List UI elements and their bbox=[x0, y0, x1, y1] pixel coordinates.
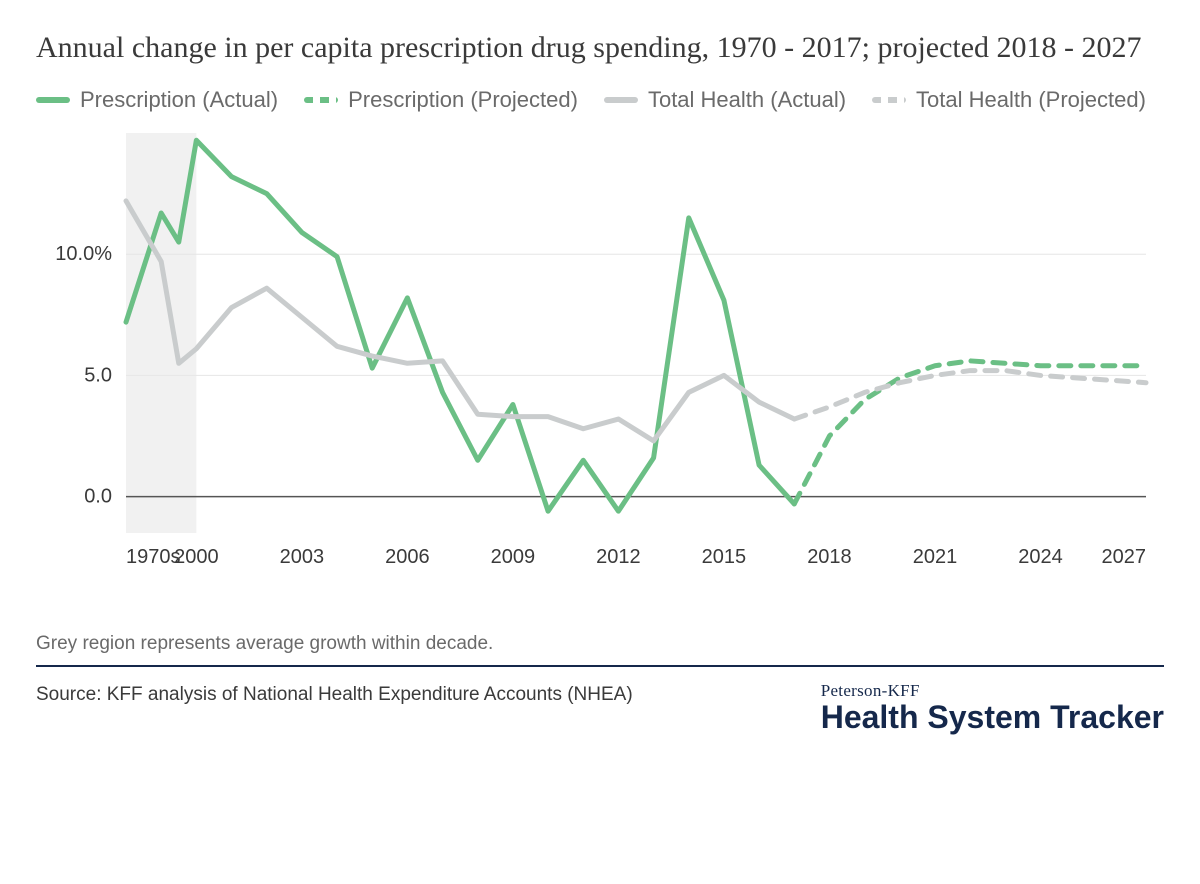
legend-swatch bbox=[304, 97, 338, 103]
svg-text:2018: 2018 bbox=[807, 546, 852, 568]
logo-bottom-text: Health System Tracker bbox=[821, 701, 1164, 735]
line-chart: 0.0 5.0 10.0% 1970s2000 2003 2006 2009 2012 2015… bbox=[36, 123, 1164, 603]
legend-item: Total Health (Projected) bbox=[872, 87, 1146, 113]
svg-text:2021: 2021 bbox=[913, 546, 958, 568]
svg-text:2027: 2027 bbox=[1102, 546, 1147, 568]
chart-note: Grey region represents average growth wi… bbox=[36, 633, 1164, 655]
legend-label: Prescription (Actual) bbox=[80, 87, 278, 113]
legend-label: Total Health (Projected) bbox=[916, 87, 1146, 113]
svg-text:2012: 2012 bbox=[596, 546, 641, 568]
series-total-health-projected bbox=[794, 370, 1146, 418]
svg-text:2015: 2015 bbox=[702, 546, 747, 568]
svg-text:5.0: 5.0 bbox=[84, 364, 112, 386]
chart-title: Annual change in per capita prescription… bbox=[36, 28, 1164, 69]
chart-svg: 0.0 5.0 10.0% 1970s2000 2003 2006 2009 2012 2015… bbox=[36, 123, 1164, 603]
legend-item: Total Health (Actual) bbox=[604, 87, 846, 113]
svg-text:10.0%: 10.0% bbox=[55, 243, 112, 265]
legend-item: Prescription (Projected) bbox=[304, 87, 578, 113]
logo-top-text: Peterson-KFF bbox=[821, 681, 1164, 701]
legend-label: Total Health (Actual) bbox=[648, 87, 846, 113]
svg-text:1970s: 1970s bbox=[126, 546, 181, 568]
source-text: Source: KFF analysis of National Health … bbox=[36, 681, 633, 709]
legend-swatch bbox=[36, 97, 70, 103]
legend-item: Prescription (Actual) bbox=[36, 87, 278, 113]
peterson-kff-logo: Peterson-KFF Health System Tracker bbox=[821, 681, 1164, 735]
footer: Source: KFF analysis of National Health … bbox=[36, 681, 1164, 735]
svg-text:2006: 2006 bbox=[385, 546, 430, 568]
svg-text:0.0: 0.0 bbox=[84, 485, 112, 507]
legend: Prescription (Actual) Prescription (Proje… bbox=[36, 87, 1164, 113]
legend-swatch bbox=[604, 97, 638, 103]
footer-divider bbox=[36, 665, 1164, 667]
svg-text:2024: 2024 bbox=[1018, 546, 1063, 568]
series-total-health-actual bbox=[126, 200, 794, 440]
svg-text:2000: 2000 bbox=[174, 546, 219, 568]
svg-text:2009: 2009 bbox=[491, 546, 536, 568]
legend-label: Prescription (Projected) bbox=[348, 87, 578, 113]
series-prescription-projected bbox=[794, 360, 1146, 503]
legend-swatch bbox=[872, 97, 906, 103]
series-prescription-actual bbox=[126, 140, 794, 511]
svg-text:2003: 2003 bbox=[280, 546, 325, 568]
